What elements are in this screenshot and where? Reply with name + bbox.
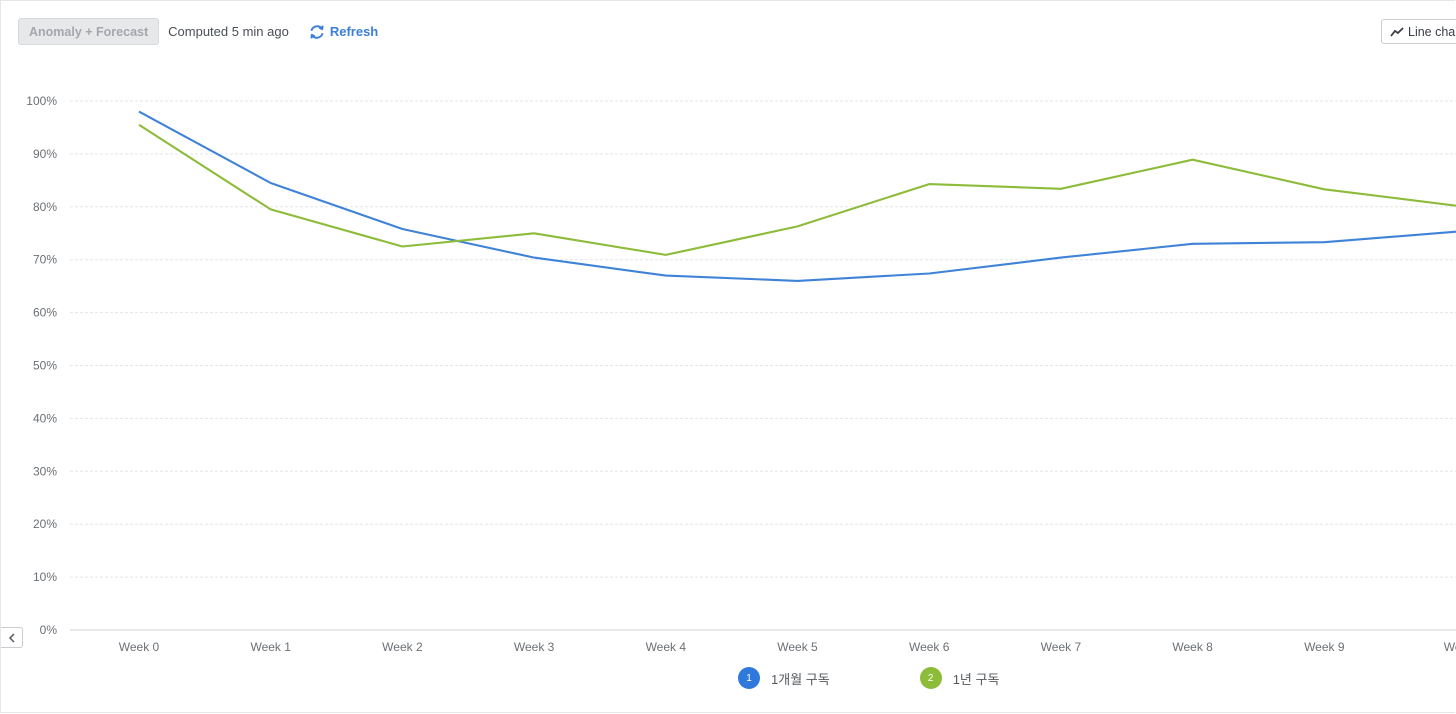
legend-item-series-2[interactable]: 2 1년 구독 [919,667,1000,689]
collapse-panel-button[interactable] [1,627,23,648]
x-tick-label: Week 9 [1304,640,1345,654]
y-tick-label: 30% [33,464,57,478]
x-tick-label: Week 6 [909,640,950,654]
refresh-label: Refresh [329,24,379,39]
x-tick-label: Week 0 [119,640,160,654]
x-tick-label: Week 4 [646,640,687,654]
x-tick-label: Week 1 [250,640,291,654]
chevron-left-icon [8,632,15,643]
x-tick-label: Week 5 [777,640,818,654]
y-tick-label: 80% [33,200,57,214]
y-tick-label: 70% [33,253,57,267]
line-chart-icon [1390,26,1404,37]
legend-item-series-1[interactable]: 1 1개월 구독 [738,667,830,689]
y-tick-label: 90% [33,147,57,161]
x-tick-label: Week 3 [514,640,555,654]
y-tick-label: 50% [33,359,57,373]
chart-legend: 1 1개월 구독 2 1년 구독 [738,667,999,689]
series-line-1 [138,110,1456,282]
y-tick-label: 20% [33,517,57,531]
computed-status: Computed 5 min ago [168,24,289,39]
legend-badge: 2 [919,667,942,689]
chart-type-label: Line chart [1408,24,1456,39]
y-tick-label: 100% [26,94,57,108]
legend-label: 1년 구독 [952,671,1000,687]
x-tick-label: Wee [1444,640,1456,654]
x-tick-label: Week 7 [1041,640,1082,654]
series-line-2 [138,123,1456,256]
y-tick-label: 10% [33,570,57,584]
refresh-icon [310,24,324,39]
y-tick-label: 60% [33,306,57,320]
y-tick-label: 40% [33,411,57,425]
y-tick-label: 0% [40,623,58,637]
x-tick-label: Week 8 [1172,640,1213,654]
anomaly-forecast-button[interactable]: Anomaly + Forecast [18,18,160,45]
refresh-button[interactable]: Refresh [309,23,378,41]
chart-toolbar: Anomaly + Forecast Computed 5 min ago Re… [18,18,378,45]
x-tick-label: Week 2 [382,640,423,654]
chart-type-dropdown[interactable]: Line chart [1381,19,1456,44]
legend-badge: 1 [738,667,760,689]
legend-label: 1개월 구독 [771,671,830,687]
